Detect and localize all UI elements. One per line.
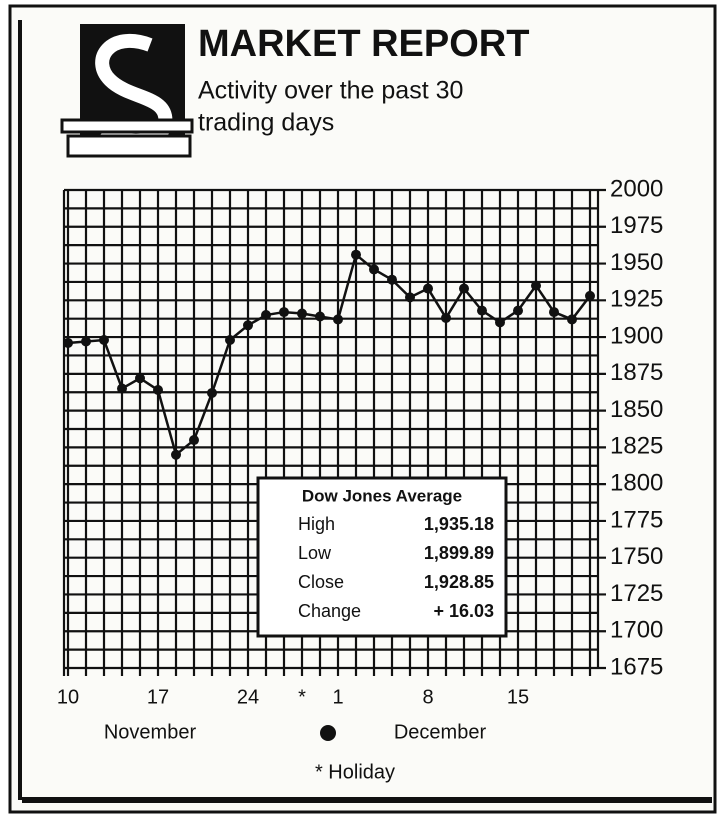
point (495, 317, 505, 328)
point (333, 314, 343, 325)
x-tick-label: 8 (422, 686, 433, 708)
summary-value: 1,928.85 (424, 572, 494, 592)
x-tick-label: 1 (332, 686, 343, 708)
summary-label: Close (298, 572, 344, 592)
summary-title: Dow Jones Average (302, 486, 462, 505)
point (189, 435, 199, 446)
point (549, 307, 559, 318)
summary-value: 1,935.18 (424, 514, 494, 534)
point (351, 249, 361, 260)
point (135, 373, 145, 384)
point (297, 308, 307, 319)
x-tick-label: 15 (507, 686, 529, 708)
point (153, 385, 163, 396)
chart-title: MARKET REPORT (198, 23, 529, 65)
summary-value: + 16.03 (433, 601, 494, 621)
y-tick-label: 2000 (610, 175, 663, 202)
y-tick-label: 1975 (610, 212, 663, 239)
point (513, 305, 523, 316)
point (477, 305, 487, 316)
point (369, 264, 379, 275)
y-tick-label: 1850 (610, 396, 663, 423)
summary-label: High (298, 514, 335, 534)
x-tick-label: * (298, 686, 306, 708)
y-tick-label: 1825 (610, 433, 663, 460)
point (567, 314, 577, 325)
summary-label: Change (298, 601, 361, 621)
month-label: November (104, 721, 197, 743)
month-separator (320, 725, 336, 741)
point (99, 335, 109, 346)
point (225, 335, 235, 346)
point (531, 280, 541, 291)
logo (60, 24, 194, 158)
point (117, 383, 127, 394)
point (423, 283, 433, 294)
y-tick-label: 1875 (610, 359, 663, 386)
x-tick-label: 24 (237, 686, 259, 708)
y-tick-label: 1675 (610, 653, 663, 680)
point (387, 274, 397, 285)
y-tick-label: 1950 (610, 249, 663, 276)
point (441, 312, 451, 323)
month-label: December (394, 721, 487, 743)
point (207, 387, 217, 398)
point (63, 337, 73, 348)
point (261, 310, 271, 321)
x-tick-label: 17 (147, 686, 169, 708)
point (585, 290, 595, 301)
summary-value: 1,899.89 (424, 543, 494, 563)
chart-subtitle: Activity over the past 30 (198, 77, 463, 105)
y-tick-label: 1775 (610, 506, 663, 533)
point (459, 283, 469, 294)
summary-label: Low (298, 543, 332, 563)
summary-box (256, 476, 508, 638)
y-tick-label: 1925 (610, 286, 663, 313)
y-tick-label: 1900 (610, 322, 663, 349)
y-tick-label: 1725 (610, 580, 663, 607)
point (279, 307, 289, 318)
y-tick-label: 1750 (610, 543, 663, 570)
point (243, 320, 253, 331)
y-tick-label: 1700 (610, 617, 663, 644)
point (81, 336, 91, 347)
point (171, 449, 181, 460)
x-tick-label: 10 (57, 686, 79, 708)
point (315, 311, 325, 322)
y-tick-label: 1800 (610, 469, 663, 496)
chart-subtitle: trading days (198, 109, 334, 137)
footnote: * Holiday (315, 761, 395, 783)
point (405, 292, 415, 303)
